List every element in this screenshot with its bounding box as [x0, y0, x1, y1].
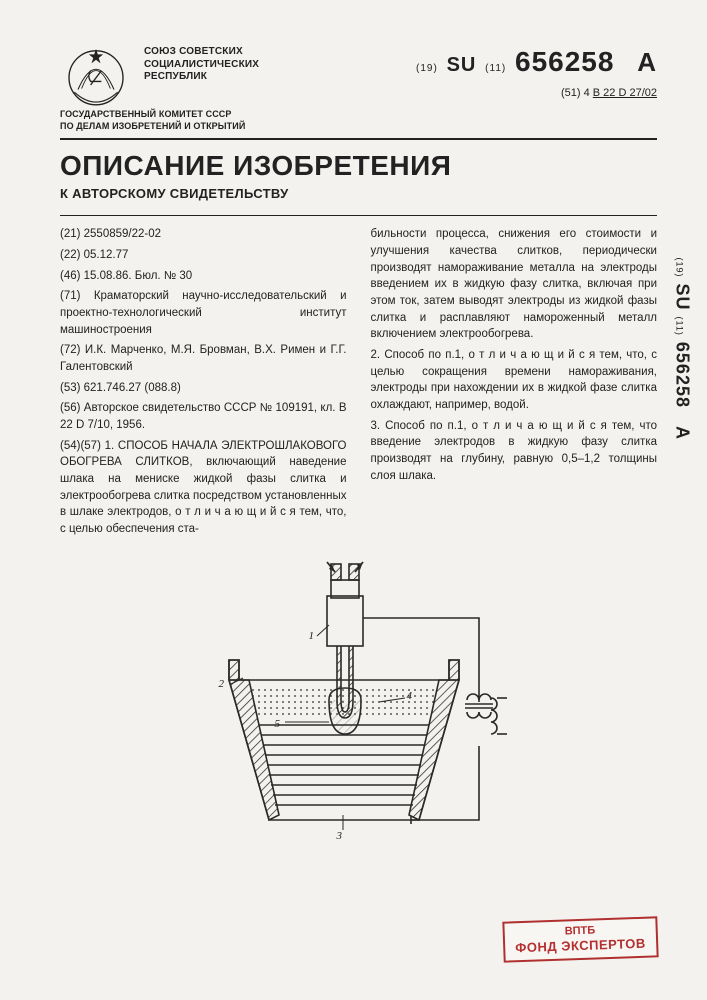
body-paragraph: (22) 05.12.77 — [60, 247, 347, 264]
side-doc-number: (19) SU (11) 656258 A — [672, 257, 693, 440]
body-paragraph: (54)(57) 1. СПОСОБ НАЧАЛА ЭЛЕКТРОШЛАКОВО… — [60, 438, 347, 538]
issuer-text: СОЮЗ СОВЕТСКИХ СОЦИАЛИСТИЧЕСКИХ РЕСПУБЛИ… — [144, 40, 259, 84]
doc-number: (19) SU (11) 656258 A — [416, 40, 657, 78]
body-paragraph: 2. Способ по п.1, о т л и ч а ю щ и й с … — [371, 347, 658, 414]
committee-text: ГОСУДАРСТВЕННЫЙ КОМИТЕТ СССР ПО ДЕЛАМ ИЗ… — [60, 109, 657, 132]
technical-figure: 1 2 3 4 5 — [179, 550, 539, 850]
library-stamp: ВПТБ ФОНД ЭКСПЕРТОВ — [502, 917, 658, 963]
body-columns: (21) 2550859/22-02 (22) 05.12.77 (46) 15.0… — [60, 226, 657, 541]
body-paragraph: (71) Краматорский научно-исследовательск… — [60, 288, 347, 338]
right-column: бильности процесса, снижения его стоимос… — [371, 226, 658, 541]
body-paragraph: (21) 2550859/22-02 — [60, 226, 347, 243]
body-paragraph: бильности процесса, снижения его стоимос… — [371, 226, 658, 343]
classification-line: (51) 4 B 22 D 27/02 — [60, 87, 657, 99]
body-paragraph: (46) 15.08.86. Бюл. № 30 — [60, 268, 347, 285]
mid-rule — [60, 215, 657, 216]
body-paragraph: (56) Авторское свидетельство СССР № 1091… — [60, 400, 347, 433]
body-paragraph: 3. Способ по п.1, о т л и ч а ю щ и й с … — [371, 418, 658, 485]
top-rule — [60, 138, 657, 140]
body-paragraph: (53) 621.746.27 (088.8) — [60, 380, 347, 397]
subtitle: К АВТОРСКОМУ СВИДЕТЕЛЬСТВУ — [60, 186, 657, 201]
main-title: ОПИСАНИЕ ИЗОБРЕТЕНИЯ — [60, 150, 657, 182]
left-column: (21) 2550859/22-02 (22) 05.12.77 (46) 15.0… — [60, 226, 347, 541]
body-paragraph: (72) И.К. Марченко, М.Я. Бровман, В.Х. Р… — [60, 342, 347, 375]
ussr-emblem — [60, 40, 132, 117]
